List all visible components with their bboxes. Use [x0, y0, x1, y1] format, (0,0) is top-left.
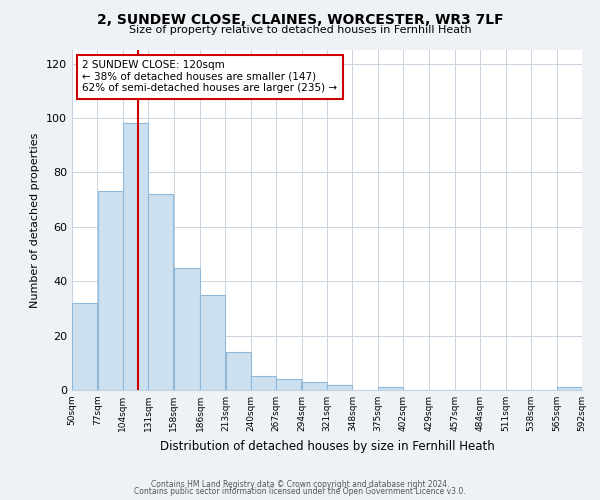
Bar — [378, 388, 403, 390]
Bar — [148, 194, 173, 390]
Bar — [98, 192, 122, 390]
Text: Contains HM Land Registry data © Crown copyright and database right 2024.: Contains HM Land Registry data © Crown c… — [151, 480, 449, 489]
Bar — [72, 303, 97, 390]
Bar — [302, 382, 327, 390]
Bar — [327, 384, 352, 390]
Text: Size of property relative to detached houses in Fernhill Heath: Size of property relative to detached ho… — [128, 25, 472, 35]
Bar — [174, 268, 200, 390]
X-axis label: Distribution of detached houses by size in Fernhill Heath: Distribution of detached houses by size … — [160, 440, 494, 452]
Bar — [226, 352, 251, 390]
Bar — [251, 376, 276, 390]
Bar — [277, 379, 301, 390]
Text: Contains public sector information licensed under the Open Government Licence v3: Contains public sector information licen… — [134, 487, 466, 496]
Y-axis label: Number of detached properties: Number of detached properties — [31, 132, 40, 308]
Bar — [557, 388, 582, 390]
Bar — [200, 295, 225, 390]
Text: 2, SUNDEW CLOSE, CLAINES, WORCESTER, WR3 7LF: 2, SUNDEW CLOSE, CLAINES, WORCESTER, WR3… — [97, 12, 503, 26]
Text: 2 SUNDEW CLOSE: 120sqm
← 38% of detached houses are smaller (147)
62% of semi-de: 2 SUNDEW CLOSE: 120sqm ← 38% of detached… — [82, 60, 337, 94]
Bar — [123, 124, 148, 390]
